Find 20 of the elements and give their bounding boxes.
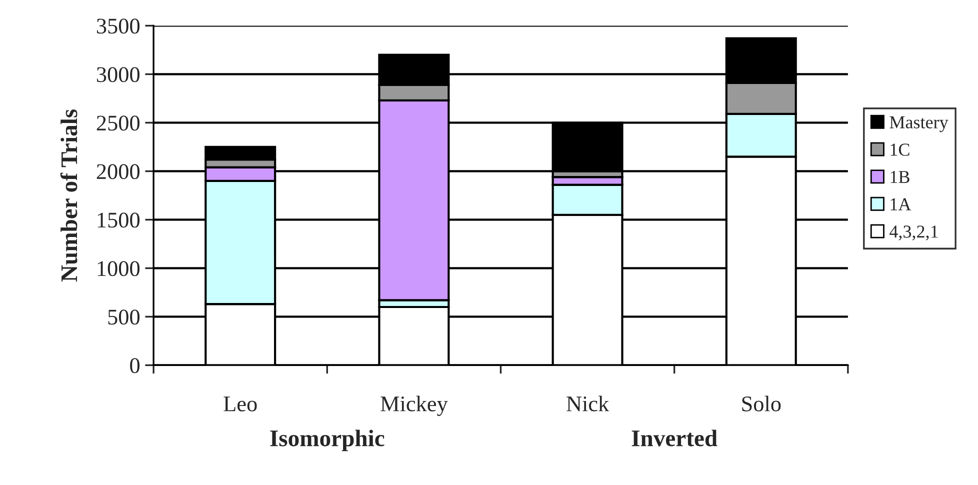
legend-label: 1C <box>890 144 910 156</box>
text: Inverted <box>632 430 718 446</box>
x-tick-label: Leo <box>224 396 257 412</box>
y-tick-label: 2500 <box>96 116 140 131</box>
text: Isomorphic <box>270 430 384 452</box>
y-tick-label: 3500 <box>96 18 140 34</box>
legend-label: Mastery <box>890 116 948 132</box>
y-tick-label: 500 <box>108 310 140 325</box>
y-tick-label: 2000 <box>96 164 140 180</box>
x-tick-label: Nick <box>566 396 610 412</box>
y-tick-label: 3000 <box>96 67 140 82</box>
legend-label: 1A <box>890 198 912 210</box>
y-tick-label: 1500 <box>98 212 140 228</box>
y-tick-label: 0 <box>130 358 140 374</box>
legend-label: 4,3,2,1 <box>890 226 938 240</box>
y-tick-label: 1000 <box>98 261 140 276</box>
x-tick-label: Solo <box>742 396 781 412</box>
x-tick-label: Mickey <box>380 396 448 416</box>
y-axis-title: Number of Trials <box>60 109 78 282</box>
legend-label: 1B <box>890 170 910 183</box>
